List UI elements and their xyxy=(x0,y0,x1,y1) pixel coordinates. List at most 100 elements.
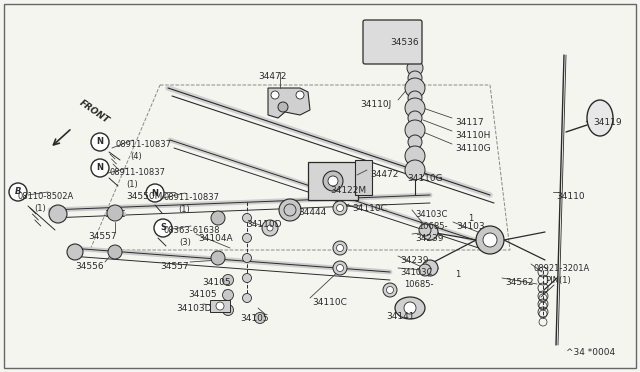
Text: 34562: 34562 xyxy=(505,278,534,287)
Ellipse shape xyxy=(211,211,225,225)
Text: 34110C: 34110C xyxy=(312,298,347,307)
Ellipse shape xyxy=(408,71,422,85)
Text: B: B xyxy=(15,187,21,196)
Ellipse shape xyxy=(422,260,438,276)
Ellipse shape xyxy=(323,171,343,191)
Ellipse shape xyxy=(333,201,347,215)
Text: 08911-10837: 08911-10837 xyxy=(163,193,219,202)
Text: 1: 1 xyxy=(468,214,473,223)
Text: 34103D: 34103D xyxy=(176,304,211,313)
Ellipse shape xyxy=(386,36,398,48)
Ellipse shape xyxy=(243,253,252,263)
Text: N: N xyxy=(97,164,104,173)
Text: 34556: 34556 xyxy=(75,262,104,271)
Ellipse shape xyxy=(146,184,164,202)
Text: 34110G: 34110G xyxy=(455,144,491,153)
Ellipse shape xyxy=(587,100,613,136)
Text: 08110-8502A: 08110-8502A xyxy=(18,192,74,201)
Text: 34444: 34444 xyxy=(298,208,326,217)
Text: (4): (4) xyxy=(130,152,141,161)
Text: 34557: 34557 xyxy=(160,262,189,271)
Text: 34110D: 34110D xyxy=(246,220,282,229)
Text: 34105: 34105 xyxy=(202,278,230,287)
Text: 34110: 34110 xyxy=(556,192,584,201)
Ellipse shape xyxy=(387,286,394,294)
Ellipse shape xyxy=(383,283,397,297)
Text: 34110C: 34110C xyxy=(352,204,387,213)
Text: 34550M: 34550M xyxy=(126,192,163,201)
Ellipse shape xyxy=(483,233,497,247)
Text: ^34 *0004: ^34 *0004 xyxy=(566,348,615,357)
Ellipse shape xyxy=(405,160,425,180)
Ellipse shape xyxy=(408,111,422,125)
Text: 34110G: 34110G xyxy=(407,174,443,183)
Ellipse shape xyxy=(108,245,122,259)
Ellipse shape xyxy=(395,297,425,319)
Ellipse shape xyxy=(407,60,423,76)
FancyBboxPatch shape xyxy=(363,20,422,64)
Ellipse shape xyxy=(596,126,604,134)
Ellipse shape xyxy=(328,176,338,186)
Ellipse shape xyxy=(405,98,425,118)
Ellipse shape xyxy=(271,91,279,99)
Ellipse shape xyxy=(216,302,224,310)
Text: S: S xyxy=(160,224,166,232)
Text: 08911-10837: 08911-10837 xyxy=(110,168,166,177)
Text: 10685-: 10685- xyxy=(404,280,433,289)
Ellipse shape xyxy=(369,51,376,58)
Ellipse shape xyxy=(223,289,234,301)
Ellipse shape xyxy=(49,205,67,223)
Ellipse shape xyxy=(278,102,288,112)
Text: N: N xyxy=(97,138,104,147)
Ellipse shape xyxy=(255,312,266,324)
Text: 08921-3201A: 08921-3201A xyxy=(534,264,590,273)
Text: 08911-10837: 08911-10837 xyxy=(115,140,171,149)
Text: FRONT: FRONT xyxy=(78,98,111,125)
Ellipse shape xyxy=(67,244,83,260)
Ellipse shape xyxy=(419,224,431,236)
Text: (3): (3) xyxy=(179,238,191,247)
Ellipse shape xyxy=(91,133,109,151)
Text: 34103C: 34103C xyxy=(415,210,447,219)
Ellipse shape xyxy=(223,305,234,315)
Polygon shape xyxy=(268,88,310,118)
Text: 34472: 34472 xyxy=(258,72,286,81)
Text: 34557: 34557 xyxy=(88,232,116,241)
Text: 34104A: 34104A xyxy=(198,234,232,243)
Ellipse shape xyxy=(337,244,344,251)
Ellipse shape xyxy=(333,241,347,255)
Ellipse shape xyxy=(107,205,123,221)
Ellipse shape xyxy=(405,120,425,140)
Ellipse shape xyxy=(369,25,376,32)
Text: 34105: 34105 xyxy=(188,290,216,299)
Ellipse shape xyxy=(408,91,422,105)
Ellipse shape xyxy=(337,264,344,272)
Text: 34105: 34105 xyxy=(240,314,269,323)
Text: 34119: 34119 xyxy=(593,118,621,127)
Ellipse shape xyxy=(91,159,109,177)
Text: 34472: 34472 xyxy=(370,170,398,179)
Text: 34110H: 34110H xyxy=(455,131,490,140)
Text: 34117: 34117 xyxy=(455,118,484,127)
Text: 34103: 34103 xyxy=(456,222,484,231)
Ellipse shape xyxy=(337,205,344,212)
Text: 34141: 34141 xyxy=(386,312,415,321)
Text: (1): (1) xyxy=(178,205,189,214)
Ellipse shape xyxy=(243,273,252,282)
Ellipse shape xyxy=(333,261,347,275)
Ellipse shape xyxy=(406,51,413,58)
Ellipse shape xyxy=(405,78,425,98)
Ellipse shape xyxy=(405,146,425,166)
Ellipse shape xyxy=(154,219,172,237)
Text: (1): (1) xyxy=(34,204,45,213)
Ellipse shape xyxy=(243,214,252,222)
Bar xyxy=(210,300,230,312)
Text: PIN(1): PIN(1) xyxy=(545,276,571,285)
Text: 34110J: 34110J xyxy=(360,100,391,109)
Ellipse shape xyxy=(422,224,438,240)
Ellipse shape xyxy=(408,135,422,149)
Ellipse shape xyxy=(243,294,252,302)
Text: 34239: 34239 xyxy=(415,234,444,243)
Text: (1): (1) xyxy=(126,180,138,189)
Text: 34122M: 34122M xyxy=(330,186,366,195)
